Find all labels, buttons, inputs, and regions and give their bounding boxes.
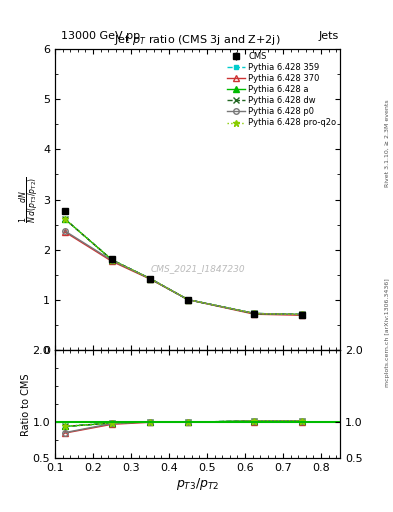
Text: Rivet 3.1.10, ≥ 2.3M events: Rivet 3.1.10, ≥ 2.3M events bbox=[385, 99, 389, 187]
Line: Pythia 6.428 a: Pythia 6.428 a bbox=[62, 216, 305, 317]
Pythia 6.428 pro-q2o bbox=[62, 216, 67, 222]
Pythia 6.428 a bbox=[252, 310, 257, 316]
Pythia 6.428 359 bbox=[62, 216, 67, 222]
Pythia 6.428 370 bbox=[252, 311, 257, 317]
Pythia 6.428 pro-q2o bbox=[148, 275, 152, 282]
Title: Jet $p_T$ ratio (CMS 3j and Z+2j): Jet $p_T$ ratio (CMS 3j and Z+2j) bbox=[114, 33, 281, 47]
Pythia 6.428 p0 bbox=[62, 228, 67, 234]
Pythia 6.428 359 bbox=[110, 257, 114, 263]
Line: Pythia 6.428 370: Pythia 6.428 370 bbox=[62, 229, 305, 318]
X-axis label: $p_{T3}/p_{T2}$: $p_{T3}/p_{T2}$ bbox=[176, 476, 219, 492]
Pythia 6.428 a bbox=[299, 311, 304, 317]
Pythia 6.428 a bbox=[148, 275, 152, 282]
Text: mcplots.cern.ch [arXiv:1306.3436]: mcplots.cern.ch [arXiv:1306.3436] bbox=[385, 279, 389, 387]
Text: 13000 GeV pp: 13000 GeV pp bbox=[61, 31, 140, 41]
Pythia 6.428 pro-q2o bbox=[185, 296, 190, 303]
Pythia 6.428 370 bbox=[299, 312, 304, 318]
Pythia 6.428 pro-q2o bbox=[110, 257, 114, 263]
Pythia 6.428 dw bbox=[299, 311, 304, 317]
Text: Jets: Jets bbox=[318, 31, 339, 41]
Pythia 6.428 dw bbox=[62, 216, 67, 222]
Pythia 6.428 dw bbox=[148, 275, 152, 282]
Pythia 6.428 370 bbox=[110, 259, 114, 265]
Text: CMS_2021_I1847230: CMS_2021_I1847230 bbox=[150, 265, 245, 273]
Line: Pythia 6.428 dw: Pythia 6.428 dw bbox=[62, 216, 305, 317]
Pythia 6.428 359 bbox=[148, 275, 152, 282]
Line: Pythia 6.428 pro-q2o: Pythia 6.428 pro-q2o bbox=[61, 215, 305, 318]
Pythia 6.428 a bbox=[110, 257, 114, 263]
Y-axis label: $\frac{1}{N}\frac{dN}{d(p_{T3}/p_{T2})}$: $\frac{1}{N}\frac{dN}{d(p_{T3}/p_{T2})}$ bbox=[18, 176, 42, 223]
Pythia 6.428 pro-q2o bbox=[252, 310, 257, 316]
Pythia 6.428 370 bbox=[148, 276, 152, 282]
Pythia 6.428 359 bbox=[185, 296, 190, 303]
Pythia 6.428 359 bbox=[252, 310, 257, 316]
Pythia 6.428 p0 bbox=[148, 275, 152, 282]
Pythia 6.428 p0 bbox=[252, 310, 257, 316]
Pythia 6.428 a bbox=[62, 216, 67, 222]
Pythia 6.428 p0 bbox=[185, 296, 190, 303]
Legend: CMS, Pythia 6.428 359, Pythia 6.428 370, Pythia 6.428 a, Pythia 6.428 dw, Pythia: CMS, Pythia 6.428 359, Pythia 6.428 370,… bbox=[226, 51, 338, 129]
Pythia 6.428 dw bbox=[252, 310, 257, 316]
Pythia 6.428 370 bbox=[185, 296, 190, 303]
Pythia 6.428 dw bbox=[185, 296, 190, 303]
Pythia 6.428 pro-q2o bbox=[299, 311, 304, 317]
Pythia 6.428 a bbox=[185, 296, 190, 303]
Pythia 6.428 p0 bbox=[299, 311, 304, 317]
Pythia 6.428 359 bbox=[299, 311, 304, 317]
Pythia 6.428 370 bbox=[62, 229, 67, 235]
Line: Pythia 6.428 359: Pythia 6.428 359 bbox=[62, 216, 305, 317]
Pythia 6.428 p0 bbox=[110, 258, 114, 264]
Pythia 6.428 dw bbox=[110, 257, 114, 263]
Y-axis label: Ratio to CMS: Ratio to CMS bbox=[21, 373, 31, 436]
Line: Pythia 6.428 p0: Pythia 6.428 p0 bbox=[62, 228, 305, 317]
